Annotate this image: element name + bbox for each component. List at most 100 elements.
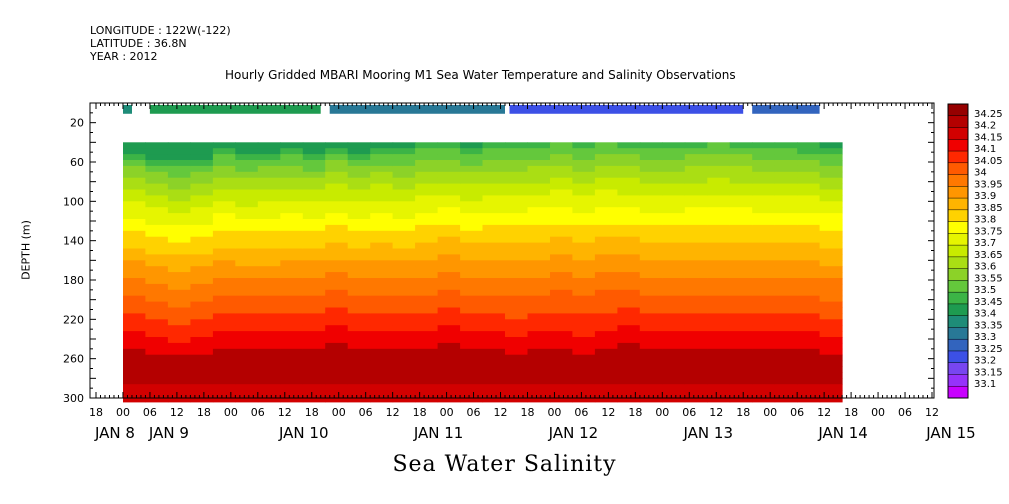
heatmap-cell <box>550 289 573 297</box>
heatmap-cell <box>482 283 506 291</box>
heatmap-cell <box>460 189 484 196</box>
heatmap-cell <box>392 307 416 314</box>
heatmap-cell <box>302 337 326 344</box>
heatmap-cell <box>819 148 843 155</box>
heatmap-cell <box>123 354 146 362</box>
heatmap-cell <box>370 177 394 185</box>
heatmap-cell <box>550 283 573 291</box>
heatmap-cell <box>550 154 573 161</box>
heatmap-cell <box>437 396 461 403</box>
heatmap-cell <box>325 372 349 379</box>
heatmap-cell <box>774 372 798 379</box>
heatmap-cell <box>505 384 528 391</box>
heatmap-cell <box>819 342 843 350</box>
heatmap-cell <box>729 307 753 314</box>
heatmap-cell <box>505 154 528 161</box>
colorbar-swatch <box>948 327 968 340</box>
heatmap-cell <box>572 195 596 202</box>
heatmap-cell <box>167 236 191 244</box>
heatmap-cell <box>460 337 484 344</box>
heatmap-cell <box>190 165 214 173</box>
heatmap-cell <box>684 342 708 350</box>
heatmap-cell <box>257 230 281 238</box>
heatmap-cell <box>460 360 484 367</box>
heatmap-cell <box>280 289 304 297</box>
heatmap-cell <box>797 390 821 397</box>
heatmap-cell <box>460 354 484 362</box>
heatmap-cell <box>123 189 146 196</box>
heatmap-cell <box>752 183 776 190</box>
heatmap-cell <box>527 313 551 320</box>
heatmap-cell <box>729 154 753 161</box>
heatmap-cell <box>437 142 461 149</box>
heatmap-cell <box>639 378 663 385</box>
heatmap-cell <box>370 236 394 244</box>
heatmap-cell <box>617 219 641 226</box>
heatmap-cell <box>774 289 798 297</box>
heatmap-cell <box>212 248 236 255</box>
heatmap-cell <box>729 354 753 362</box>
heatmap-cell <box>212 219 236 226</box>
heatmap-cell <box>639 331 663 338</box>
colorbar-swatch <box>948 268 968 281</box>
heatmap-cell <box>572 366 596 373</box>
heatmap-cell <box>167 319 191 326</box>
heatmap-cell <box>819 260 843 267</box>
heatmap-cell <box>190 348 214 356</box>
heatmap-cell <box>145 390 169 397</box>
heatmap-cell <box>550 366 573 373</box>
heatmap-cell <box>437 295 461 303</box>
heatmap-cell <box>752 384 776 391</box>
heatmap-cell <box>302 254 326 261</box>
heatmap-cell <box>639 272 663 279</box>
heatmap-cell <box>212 272 236 279</box>
x-tick-label: 00 <box>332 406 346 419</box>
heatmap-cell <box>235 295 259 303</box>
heatmap-cell <box>572 390 596 397</box>
heatmap-cell <box>347 366 371 373</box>
heatmap-cell <box>370 331 394 338</box>
heatmap-cell <box>797 366 821 373</box>
heatmap-cell <box>167 366 191 373</box>
heatmap-cell <box>437 342 461 350</box>
heatmap-cell <box>662 219 686 226</box>
heatmap-cell <box>167 289 191 297</box>
heatmap-cell <box>797 142 821 149</box>
surface-bar <box>509 104 744 114</box>
heatmap-cell <box>347 354 371 362</box>
heatmap-cell <box>752 236 776 244</box>
heatmap-cell <box>482 260 506 267</box>
heatmap-cell <box>392 230 416 238</box>
heatmap-cell <box>572 171 596 179</box>
heatmap-cell <box>302 207 326 214</box>
heatmap-cell <box>819 295 843 303</box>
heatmap-cell <box>347 224 371 232</box>
heatmap-cell <box>437 165 461 173</box>
heatmap-cell <box>437 236 461 244</box>
heatmap-cell <box>280 177 304 185</box>
heatmap-cell <box>550 224 573 232</box>
heatmap-cell <box>235 348 259 356</box>
heatmap-cell <box>482 342 506 350</box>
heatmap-cell <box>729 189 753 196</box>
colorbar-label: 33.8 <box>974 215 996 226</box>
heatmap-cell <box>594 242 618 249</box>
heatmap-cell <box>123 366 146 373</box>
heatmap-cell <box>190 160 214 167</box>
heatmap-cell <box>212 378 236 385</box>
heatmap-cell <box>594 378 618 385</box>
heatmap-cell <box>572 354 596 362</box>
heatmap-cell <box>280 295 304 303</box>
heatmap-cell <box>505 171 528 179</box>
heatmap-cell <box>460 230 484 238</box>
heatmap-cell <box>280 154 304 161</box>
heatmap-cell <box>707 295 731 303</box>
heatmap-cell <box>729 160 753 167</box>
heatmap-cell <box>639 195 663 202</box>
heatmap-cell <box>460 254 484 261</box>
x-tick-label: 12 <box>278 406 292 419</box>
heatmap-cell <box>123 313 146 320</box>
heatmap-cell <box>550 219 573 226</box>
heatmap-cell <box>392 360 416 367</box>
heatmap-cell <box>280 254 304 261</box>
